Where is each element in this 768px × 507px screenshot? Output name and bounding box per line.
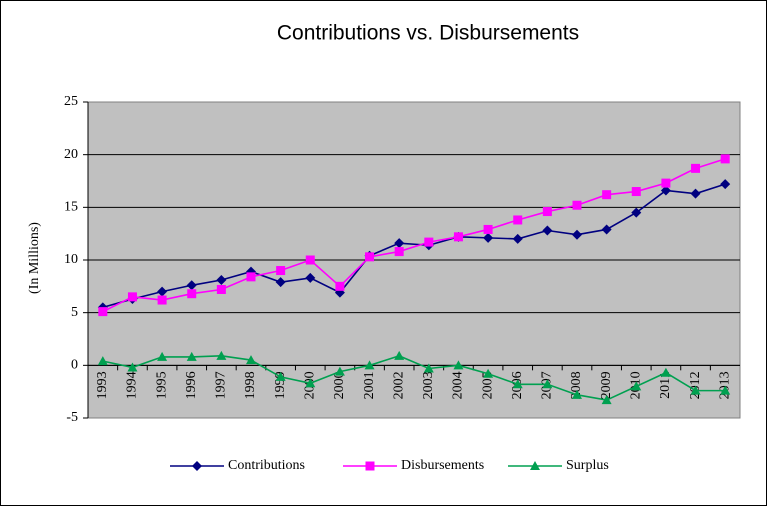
y-tick-label: 0	[71, 358, 78, 373]
data-point	[720, 385, 731, 395]
data-point	[453, 232, 463, 242]
data-point	[660, 367, 671, 377]
data-point	[98, 307, 108, 317]
data-point	[453, 360, 464, 370]
data-point	[424, 237, 434, 247]
x-tick-label: 1998	[243, 371, 258, 399]
data-point	[512, 233, 523, 244]
series-line	[102, 183, 726, 309]
x-tick-label: 2004	[451, 371, 466, 399]
data-point	[127, 362, 138, 372]
x-tick-label: 1996	[184, 371, 199, 399]
data-point	[186, 351, 197, 361]
data-point	[631, 207, 642, 218]
x-tick-label: 2003	[421, 371, 436, 399]
data-point	[513, 215, 523, 225]
data-point	[246, 355, 256, 365]
legend-label: Disbursements	[401, 458, 484, 473]
y-tick-label: 25	[64, 94, 78, 109]
data-point	[364, 360, 375, 370]
data-point	[216, 284, 226, 294]
data-point	[127, 292, 137, 302]
data-point	[602, 190, 612, 200]
x-tick-label: 2001	[362, 371, 377, 399]
data-point	[720, 179, 731, 190]
y-tick-label: 15	[64, 200, 78, 215]
x-tick-label: 2005	[480, 371, 495, 399]
data-point	[661, 178, 671, 188]
x-tick-label: 2008	[569, 371, 584, 399]
data-point	[483, 368, 494, 378]
chart-title: Contributions vs. Disbursements	[277, 22, 579, 45]
data-point	[394, 247, 404, 257]
data-point	[305, 255, 315, 265]
data-point	[512, 379, 523, 389]
x-tick-label: 1994	[125, 371, 140, 399]
data-point	[690, 188, 701, 199]
data-point	[423, 363, 434, 373]
data-point	[335, 281, 345, 291]
data-point	[157, 351, 168, 361]
x-tick-label: 2000	[332, 371, 347, 399]
data-point	[216, 275, 227, 286]
data-point	[720, 154, 730, 164]
y-tick-label: 10	[64, 252, 78, 267]
data-point	[631, 187, 641, 197]
data-point	[572, 389, 582, 399]
x-tick-label: 2013	[717, 371, 732, 399]
data-point	[305, 378, 316, 388]
data-point	[631, 381, 642, 391]
data-point	[601, 224, 612, 235]
data-point	[542, 225, 553, 236]
data-point	[305, 272, 316, 283]
data-point	[601, 395, 612, 405]
data-point	[572, 229, 582, 240]
data-point	[334, 366, 345, 376]
legend-marker	[192, 461, 202, 471]
x-tick-label: 2012	[688, 371, 703, 399]
x-tick-label: 1997	[214, 371, 229, 399]
x-tick-label: 2009	[599, 371, 614, 399]
y-tick-label: -5	[66, 410, 78, 425]
data-point	[186, 280, 197, 291]
x-tick-label: 2011	[658, 371, 673, 398]
data-point	[97, 356, 108, 366]
data-point	[246, 272, 256, 282]
data-point	[157, 286, 168, 297]
data-point	[275, 371, 286, 381]
data-point	[394, 238, 405, 249]
y-axis-label: (In Millions)	[27, 222, 42, 294]
data-point	[483, 224, 493, 234]
legend-marker	[365, 461, 375, 471]
legend-marker	[530, 461, 540, 470]
data-point	[542, 207, 552, 217]
series-line	[102, 355, 726, 401]
data-point	[483, 232, 494, 243]
data-point	[691, 163, 701, 173]
data-point	[690, 385, 701, 395]
x-tick-label: 2002	[391, 371, 406, 399]
data-point	[365, 252, 375, 262]
data-point	[157, 295, 167, 305]
y-tick-label: 20	[64, 147, 78, 162]
data-point	[572, 200, 582, 210]
data-point	[216, 350, 227, 360]
data-point	[276, 266, 286, 276]
y-tick-label: 5	[71, 305, 78, 320]
legend-label: Contributions	[228, 458, 305, 473]
data-point	[660, 185, 671, 196]
data-point	[542, 379, 553, 389]
data-point	[394, 350, 405, 360]
legend-label: Surplus	[566, 458, 609, 473]
x-tick-label: 1993	[95, 371, 110, 399]
data-point	[275, 277, 286, 288]
series-line	[102, 158, 726, 313]
data-point	[187, 289, 197, 299]
x-tick-label: 1995	[154, 371, 169, 399]
